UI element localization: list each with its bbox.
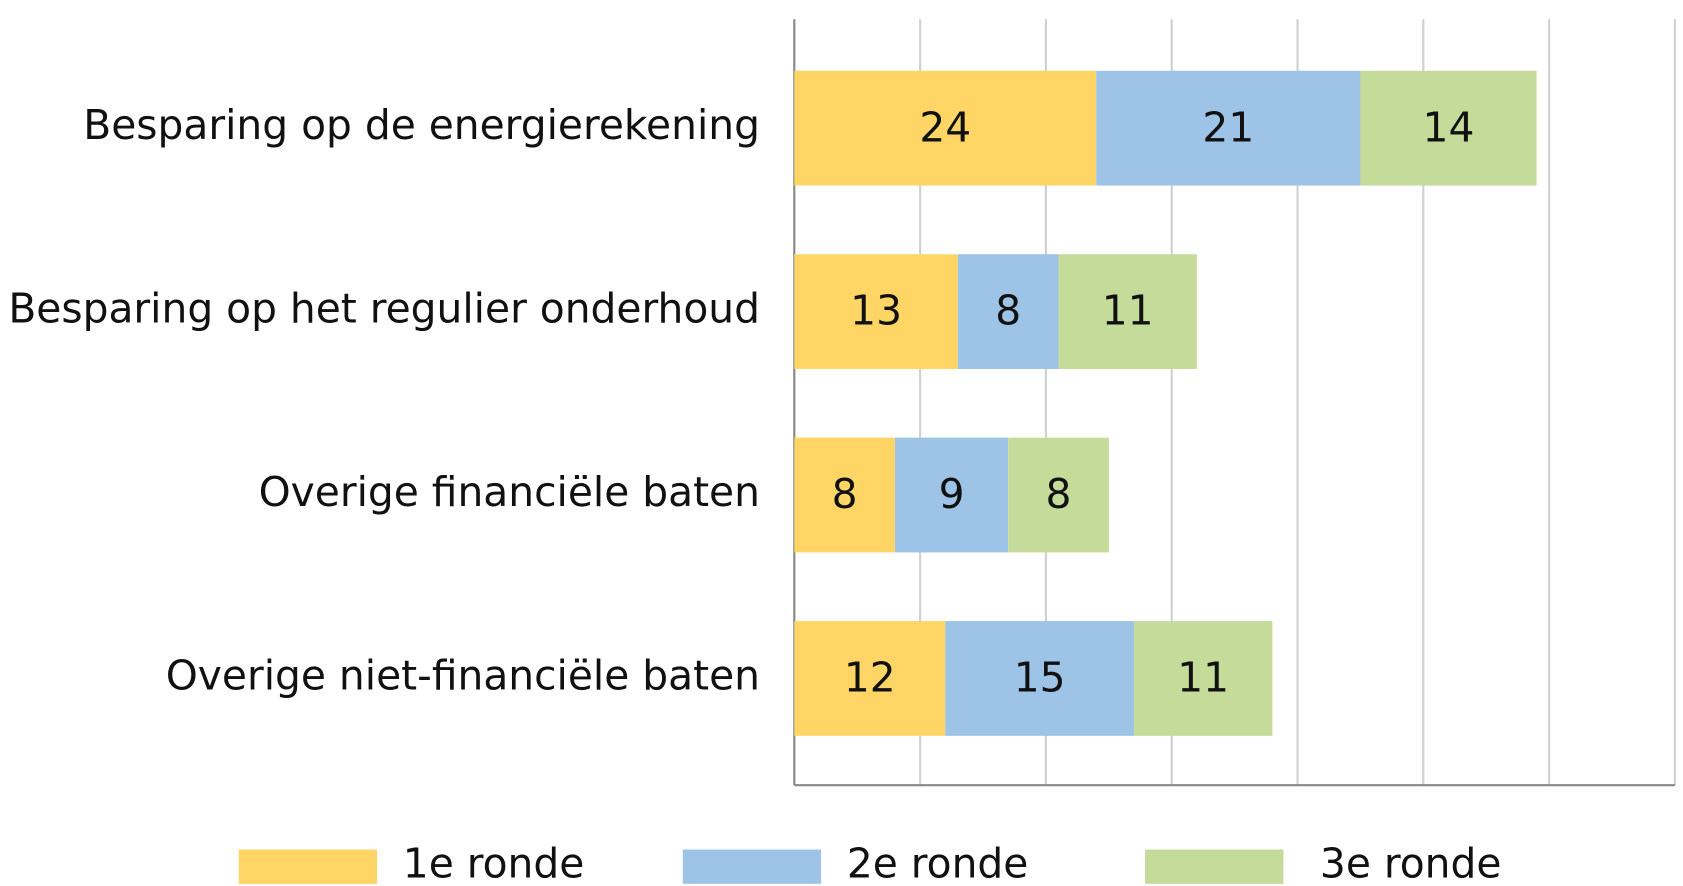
data-label: 9 [939, 470, 965, 518]
bar-segment [794, 437, 895, 553]
category-label: Overige financiële baten [259, 468, 760, 516]
category-label: Besparing op de energierekening [83, 101, 760, 149]
bar-segment [1058, 254, 1197, 369]
data-label: 11 [1177, 654, 1229, 702]
bar-segment [894, 437, 1009, 553]
bar-segment [1096, 70, 1361, 186]
data-label: 8 [1046, 470, 1072, 518]
legend-swatch [238, 849, 378, 884]
legend-swatch [682, 849, 822, 884]
bar-segment [794, 70, 1097, 186]
data-label: 8 [832, 470, 858, 518]
category-label: Besparing op het regulier onderhoud [8, 285, 760, 333]
bar-segment [1133, 621, 1273, 736]
bar-segment [1360, 70, 1537, 186]
bar-segment [945, 621, 1134, 736]
data-label: 12 [844, 654, 896, 702]
bar-segment [794, 621, 946, 736]
data-label: 8 [995, 287, 1021, 335]
data-label: 15 [1014, 654, 1066, 702]
category-label: Overige niet-financiële baten [166, 651, 760, 699]
bar-segment [794, 254, 958, 369]
bar-segment [957, 254, 1059, 369]
data-label: 21 [1202, 103, 1254, 151]
data-label: 24 [919, 103, 971, 151]
data-label: 14 [1423, 103, 1475, 151]
legend-label: 1e ronde [403, 840, 585, 886]
legend-swatch [1145, 849, 1284, 884]
data-label: 13 [850, 287, 902, 335]
legend-label: 2e ronde [847, 840, 1029, 886]
bar-segment [1008, 437, 1109, 553]
data-label: 11 [1102, 287, 1154, 335]
legend-label: 3e ronde [1320, 840, 1502, 886]
